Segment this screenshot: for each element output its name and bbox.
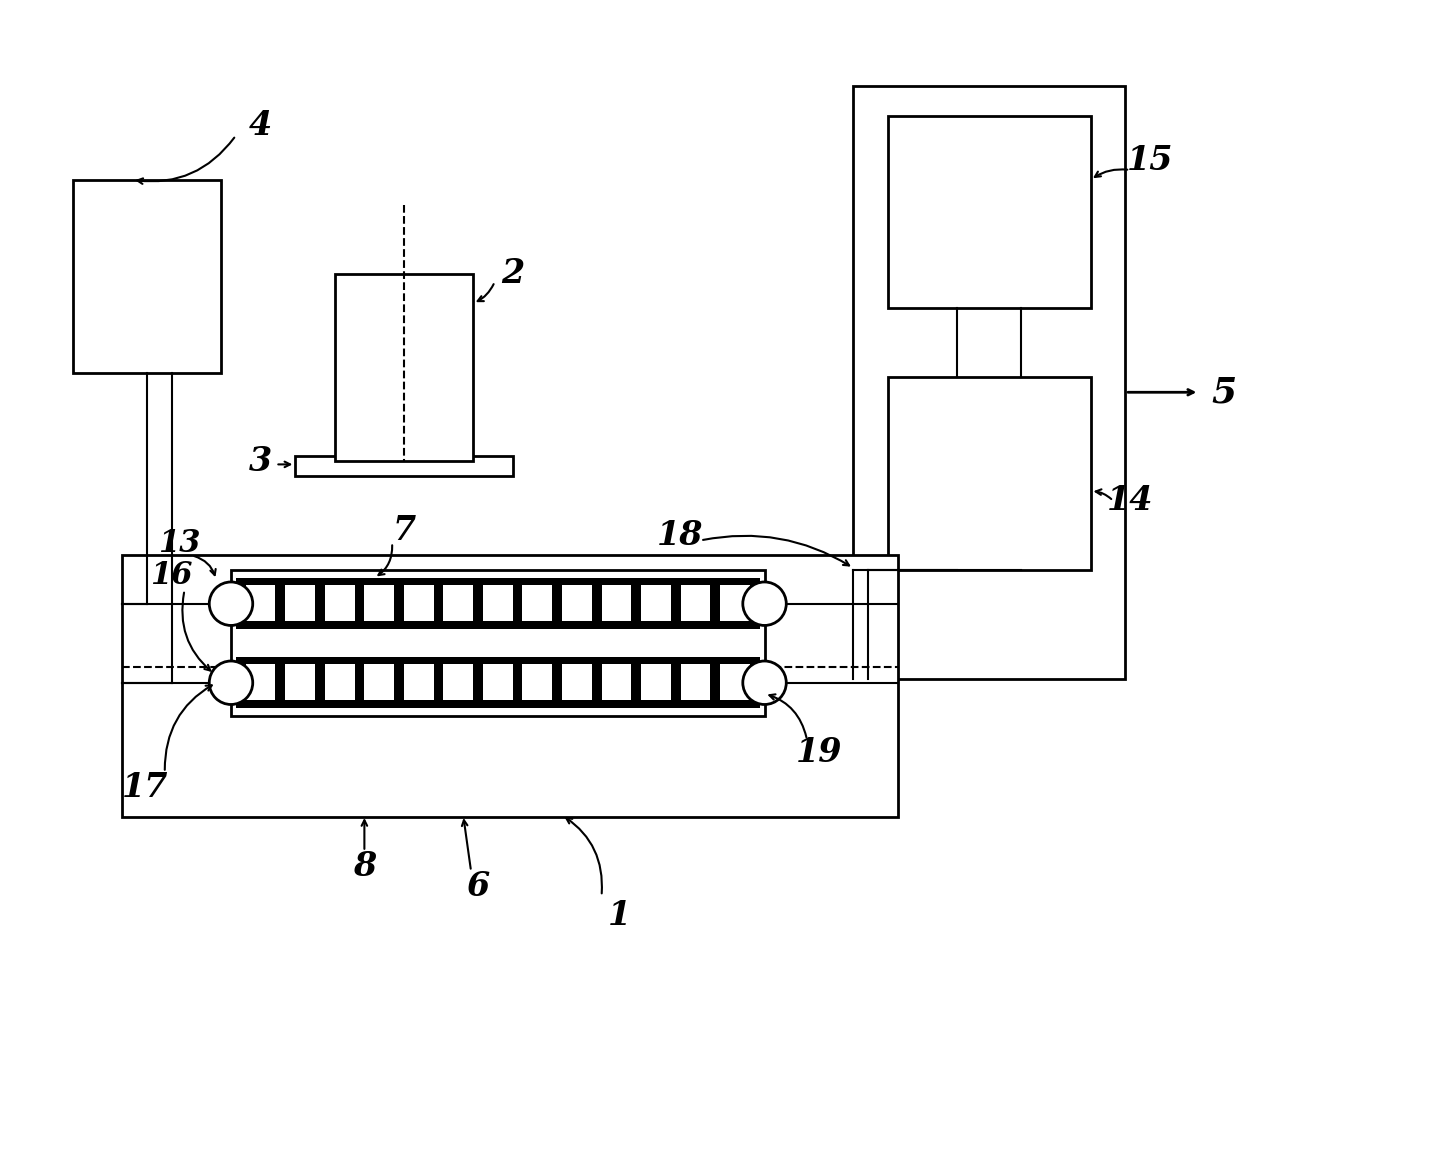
Bar (231, 570, 765, 716)
Bar (484, 664, 513, 700)
Circle shape (743, 661, 787, 705)
Text: 6: 6 (466, 869, 489, 903)
Bar (73, 180, 221, 372)
Bar (640, 664, 671, 700)
Text: 16: 16 (151, 560, 193, 591)
Circle shape (209, 661, 253, 705)
Bar (523, 664, 552, 700)
Text: 7: 7 (392, 515, 415, 547)
Bar (364, 585, 393, 620)
Bar (122, 555, 897, 817)
Text: 3: 3 (250, 445, 273, 478)
Bar (889, 378, 1090, 570)
Bar (325, 585, 354, 620)
Bar (235, 578, 759, 629)
Text: 13: 13 (158, 529, 200, 559)
Circle shape (743, 582, 787, 626)
Text: 15: 15 (1127, 144, 1173, 176)
Text: 14: 14 (1106, 484, 1153, 517)
Bar (681, 585, 710, 620)
Text: 19: 19 (796, 736, 842, 770)
Text: 5: 5 (1211, 376, 1237, 409)
Bar (245, 664, 276, 700)
Bar (720, 585, 749, 620)
Text: 2: 2 (501, 257, 524, 290)
Bar (335, 274, 473, 461)
Bar (640, 585, 671, 620)
Bar (889, 116, 1090, 308)
Bar (295, 457, 513, 476)
Bar (404, 664, 434, 700)
Bar (325, 664, 354, 700)
Bar (562, 664, 591, 700)
Bar (720, 664, 749, 700)
Bar (235, 657, 759, 708)
Bar (601, 664, 632, 700)
Text: 17: 17 (122, 771, 168, 804)
Bar (364, 664, 393, 700)
Bar (443, 664, 473, 700)
Text: 4: 4 (250, 109, 273, 143)
Bar (562, 585, 591, 620)
Bar (404, 585, 434, 620)
Bar (523, 585, 552, 620)
Circle shape (209, 582, 253, 626)
Text: 18: 18 (658, 519, 704, 552)
Bar (484, 585, 513, 620)
Text: 1: 1 (608, 899, 632, 933)
Bar (286, 664, 315, 700)
Text: 8: 8 (353, 850, 376, 883)
Bar (681, 664, 710, 700)
Bar (245, 585, 276, 620)
Bar (854, 86, 1125, 679)
Bar (443, 585, 473, 620)
Bar (601, 585, 632, 620)
Bar (286, 585, 315, 620)
